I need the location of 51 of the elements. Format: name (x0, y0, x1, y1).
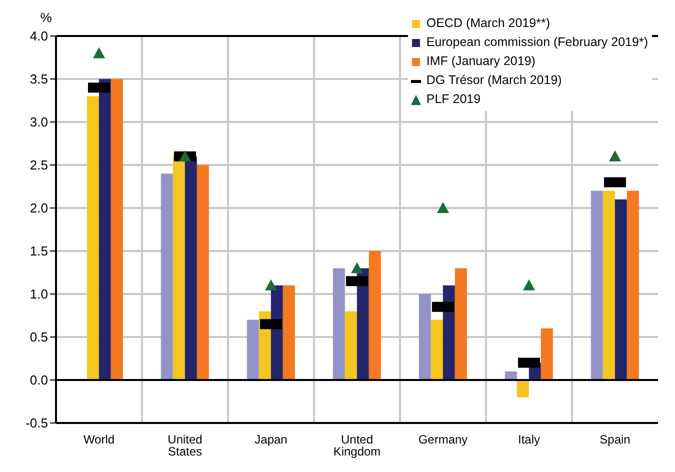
bar (454, 268, 467, 380)
bar (614, 199, 627, 380)
legend-label: European commission (February 2019*) (426, 34, 648, 51)
point (351, 262, 363, 274)
legend-label: OECD (March 2019**) (426, 15, 550, 32)
y-tick-label: 2.0 (30, 200, 48, 216)
x-tick-label: World (83, 432, 115, 447)
point (523, 279, 535, 290)
legend-label: IMF (January 2019) (426, 53, 536, 70)
y-tick-label: 0.5 (30, 330, 48, 345)
y-tick-label: -0.5 (26, 416, 48, 431)
y-tick-label: 2.5 (30, 158, 48, 173)
point (179, 150, 191, 162)
y-tick-label: 3.0 (30, 114, 48, 130)
bar (626, 190, 639, 380)
bar (196, 165, 209, 380)
bar (540, 328, 553, 380)
bar (418, 294, 431, 380)
bar (160, 174, 173, 380)
x-tick-label: Italy (518, 432, 540, 447)
point (265, 279, 277, 290)
bar (172, 156, 185, 380)
y-tick-label: 1.5 (30, 244, 48, 259)
bar (246, 320, 259, 380)
legend-label: PLF 2019 (426, 91, 481, 108)
point (93, 47, 105, 58)
bar (98, 79, 111, 380)
x-tick-label: Japan (254, 432, 288, 447)
bar (110, 79, 123, 380)
bar (516, 380, 529, 398)
x-tick-label: Spain (600, 432, 630, 447)
bar (86, 96, 99, 380)
x-tick-label: Germany (418, 432, 468, 447)
y-tick-label: 3.5 (30, 72, 48, 87)
y-tick-label: 4.0 (30, 28, 48, 44)
bar (590, 190, 603, 380)
x-tick-label: Unted Kingdom (333, 432, 381, 459)
y-tick-label: 0.0 (30, 372, 48, 388)
point (437, 202, 449, 213)
bar (184, 156, 197, 380)
bar (282, 285, 295, 380)
y-axis-title: % (40, 10, 52, 25)
point (609, 150, 621, 162)
bar (368, 251, 381, 380)
bar (602, 190, 615, 380)
bar (332, 268, 345, 380)
bar (430, 320, 443, 380)
x-tick-label: United States (168, 432, 202, 459)
legend-label: DG Trésor (March 2019) (426, 72, 562, 89)
bar (344, 311, 357, 380)
y-tick-label: 1.0 (30, 286, 48, 302)
